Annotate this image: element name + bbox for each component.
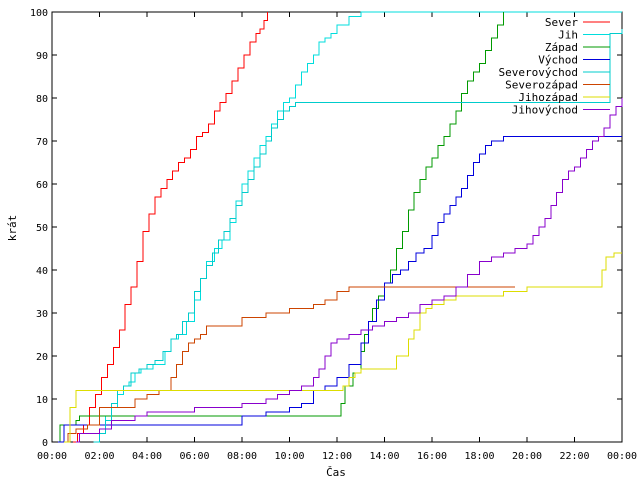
x-tick-label: 10:00 [274,451,304,462]
x-tick-label: 12:00 [322,451,352,462]
series-line-1 [73,12,269,443]
y-tick-label: 40 [36,266,48,277]
legend: SeverJihZápadVýchodSeverovýchodSeverozáp… [499,16,610,117]
y-tick-label: 60 [36,180,48,191]
series-layer [57,11,623,443]
legend-label-1: Sever [545,16,578,29]
x-tick-label: 22:00 [559,451,589,462]
x-tick-label: 20:00 [512,451,542,462]
x-tick-label: 00:00 [607,451,637,462]
y-axis-label: krát [6,215,19,242]
y-tick-label: 20 [36,352,48,363]
legend-label-2: Jih [558,29,578,42]
y-tick-label: 50 [36,223,48,234]
y-tick-label: 70 [36,137,48,148]
y-tick-label: 80 [36,94,48,105]
y-tick-label: 30 [36,309,48,320]
x-tick-label: 02:00 [84,451,114,462]
legend-label-6: Severozápad [505,79,578,92]
x-tick-label: 00:00 [37,451,67,462]
y-tick-label: 0 [42,438,48,449]
series-line-3 [57,12,504,443]
legend-label-3: Západ [545,41,578,54]
y-tick-label: 90 [36,51,48,62]
y-tick-label: 10 [36,395,48,406]
series-line-4 [57,136,622,443]
x-tick-label: 08:00 [227,451,257,462]
legend-label-5: Severovýchod [499,66,578,79]
legend-label-7: Jihozápad [518,91,578,104]
series-line-5 [93,29,623,443]
x-tick-label: 06:00 [179,451,209,462]
x-tick-label: 16:00 [417,451,447,462]
x-tick-label: 04:00 [132,451,162,462]
axes-layer: 0 10 20 30 40 50 60 70 80 90 100 00:00 02:00 04:00 06:… [30,8,637,462]
x-tick-label: 14:00 [369,451,399,462]
x-axis-label: Čas [326,466,346,479]
x-tick-label: 18:00 [464,451,494,462]
legend-label-8: Jihovýchod [512,104,578,117]
y-tick-label: 100 [30,8,48,19]
legend-label-4: Východ [538,54,578,67]
series-line-7 [63,252,622,443]
series-line-6 [63,286,516,443]
series-line-8 [75,98,623,443]
